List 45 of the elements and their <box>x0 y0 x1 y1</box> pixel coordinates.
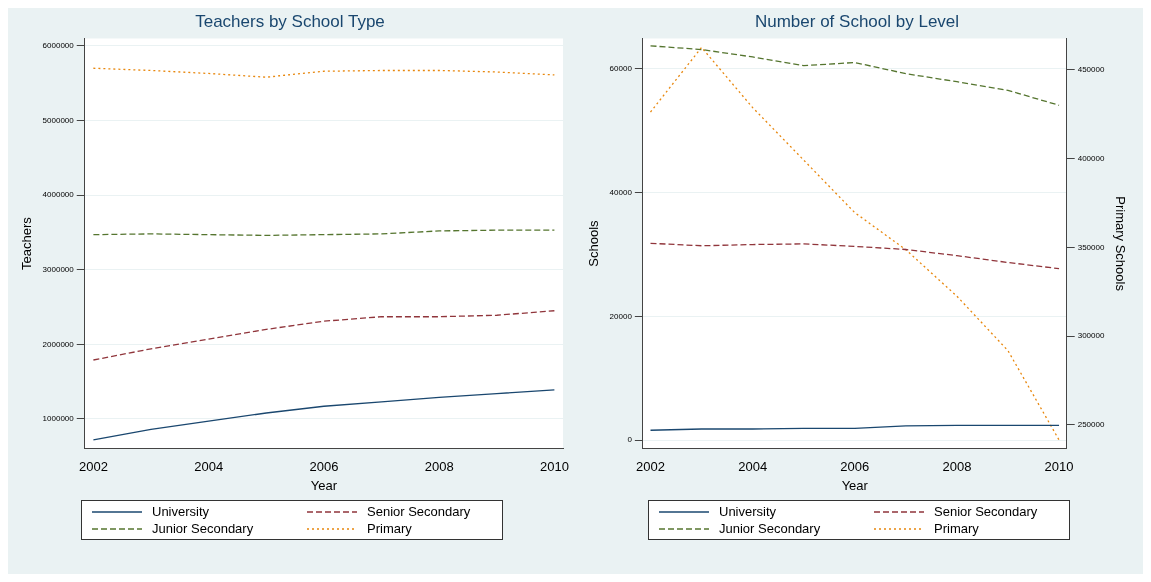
y2-tick-label: 400000 <box>1077 153 1105 163</box>
x-tick-label: 2010 <box>539 459 569 475</box>
legend-label: Primary <box>934 521 979 536</box>
line-series <box>649 46 1060 441</box>
legend-label: Primary <box>367 521 412 536</box>
x-tick-label: 2008 <box>942 459 972 475</box>
y2-tick-label: 350000 <box>1077 242 1105 252</box>
legend-label: University <box>719 504 777 519</box>
y2-tick-label: 250000 <box>1077 420 1105 430</box>
y-tick-label: 0 <box>627 435 633 445</box>
y-tick-label: 5000000 <box>42 115 75 125</box>
y2-tick-label: 300000 <box>1077 331 1105 341</box>
line-series <box>649 242 1060 270</box>
x-axis-title: Year <box>841 477 869 493</box>
x-tick-label: 2002 <box>636 459 665 475</box>
x-tick-label: 2004 <box>194 459 224 475</box>
legend-label: Junior Secondary <box>152 521 254 536</box>
x-tick-label: 2008 <box>424 459 454 475</box>
y-axis-title: Teachers <box>19 216 35 270</box>
y-tick-label: 6000000 <box>42 41 75 51</box>
legend-label: University <box>152 504 210 519</box>
x-tick-label: 2010 <box>1044 459 1074 475</box>
x-axis-title: Year <box>310 477 338 493</box>
y-tick-label: 1000000 <box>42 414 75 424</box>
y2-tick-label: 450000 <box>1077 65 1105 75</box>
y-tick-label: 2000000 <box>42 339 75 349</box>
x-tick-label: 2006 <box>840 459 870 475</box>
y-tick-label: 40000 <box>609 187 633 197</box>
y-tick-label: 60000 <box>609 63 633 73</box>
x-tick-label: 2006 <box>309 459 339 475</box>
y-tick-label: 4000000 <box>42 190 75 200</box>
chart-title: Teachers by School Type <box>195 11 385 31</box>
y2-axis-title: Primary Schools <box>1112 196 1128 292</box>
legend-label: Junior Secondary <box>719 521 821 536</box>
x-tick-label: 2002 <box>78 459 108 475</box>
legend-label: Senior Secondary <box>367 504 471 519</box>
y-tick-label: 3000000 <box>42 264 75 274</box>
line-series <box>649 45 1060 106</box>
line-series <box>92 67 556 78</box>
y-tick-label: 20000 <box>609 311 633 321</box>
x-tick-label: 2004 <box>738 459 768 475</box>
legend-label: Senior Secondary <box>934 504 1038 519</box>
chart-title: Number of School by Level <box>754 11 960 31</box>
y-axis-title: Schools <box>586 219 602 267</box>
line-series <box>92 310 556 361</box>
